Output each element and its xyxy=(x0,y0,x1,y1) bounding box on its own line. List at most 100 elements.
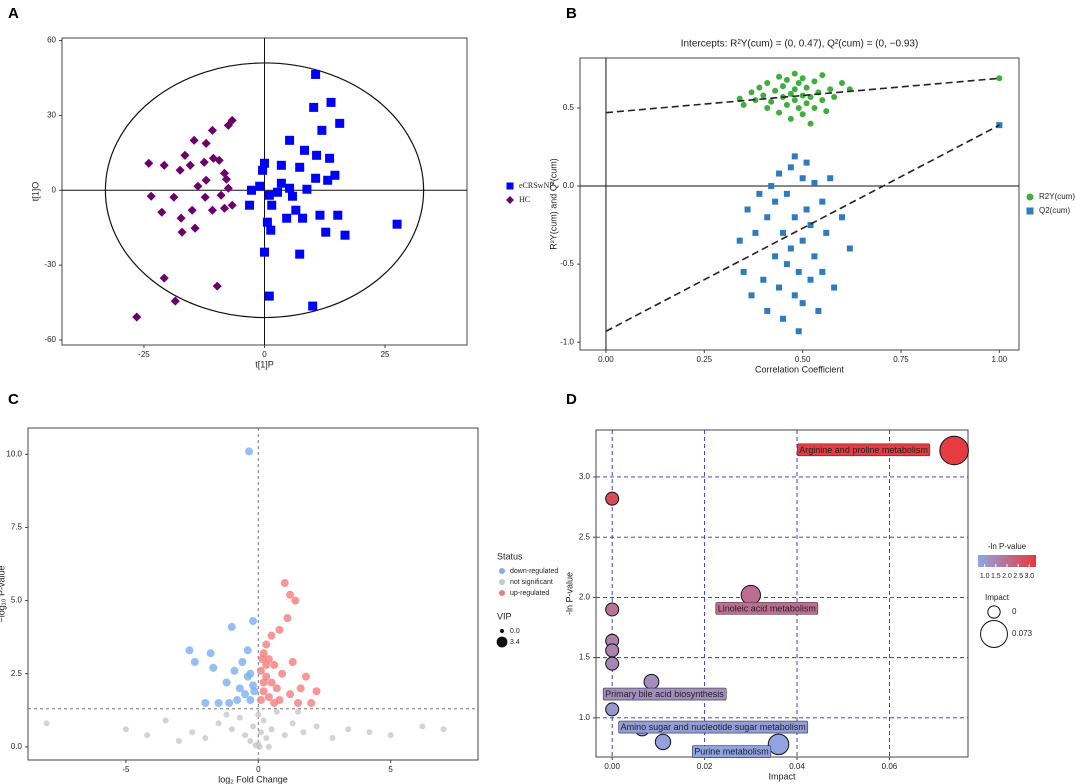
point xyxy=(291,205,301,215)
point xyxy=(302,184,312,194)
point xyxy=(282,213,292,223)
point xyxy=(270,698,279,707)
point xyxy=(281,732,288,739)
legend-label: HC xyxy=(519,195,530,204)
label-box xyxy=(796,443,931,457)
point xyxy=(392,219,402,229)
point xyxy=(262,660,271,669)
point xyxy=(207,125,217,135)
point xyxy=(795,79,802,86)
bubble xyxy=(767,733,790,756)
point xyxy=(772,253,779,260)
point xyxy=(803,100,810,107)
legend-marker xyxy=(499,590,505,596)
x-tick-label: 0.00 xyxy=(604,762,620,771)
x-tick-label: 1.00 xyxy=(992,355,1008,364)
y-tick-label: 0.5 xyxy=(563,103,575,112)
point xyxy=(170,296,180,306)
bubble xyxy=(605,702,620,717)
point xyxy=(267,678,276,687)
y-axis-label: R²Y(cum) and Q²(cum) xyxy=(548,158,558,250)
legend-marker xyxy=(1026,193,1034,201)
point xyxy=(189,135,199,145)
point xyxy=(819,97,826,104)
point xyxy=(185,160,195,170)
point xyxy=(772,198,779,205)
point xyxy=(776,73,783,80)
point xyxy=(419,723,426,730)
point xyxy=(783,190,790,197)
point xyxy=(795,268,802,275)
point xyxy=(779,229,786,236)
point xyxy=(256,666,265,675)
point xyxy=(313,723,320,730)
point xyxy=(212,281,222,291)
label-box xyxy=(691,745,772,759)
point xyxy=(187,205,197,215)
point xyxy=(245,447,254,456)
point xyxy=(219,203,230,213)
x-tick-label: 0.25 xyxy=(697,355,713,364)
point xyxy=(209,663,218,672)
point xyxy=(273,708,280,715)
point xyxy=(260,158,269,168)
point xyxy=(262,640,271,649)
point xyxy=(807,120,814,127)
size-legend-label: 0.0 xyxy=(510,628,520,635)
legend-marker xyxy=(499,568,505,574)
point xyxy=(214,698,223,707)
point xyxy=(312,150,322,160)
x-tick-label: 0 xyxy=(262,350,267,359)
point xyxy=(162,717,169,724)
point xyxy=(838,214,845,221)
panel-label: B xyxy=(566,5,577,22)
point xyxy=(752,97,759,104)
point xyxy=(216,190,226,200)
point xyxy=(819,268,826,275)
point xyxy=(246,185,256,195)
point xyxy=(199,157,209,167)
plot-frame xyxy=(27,427,479,761)
legend-label: down-regulated xyxy=(510,568,558,575)
point xyxy=(996,75,1003,82)
point xyxy=(280,579,289,588)
point xyxy=(159,160,169,170)
point xyxy=(287,191,297,201)
point xyxy=(276,178,286,188)
point xyxy=(201,175,211,185)
point xyxy=(222,678,231,687)
point xyxy=(146,191,156,201)
point xyxy=(122,726,129,733)
point xyxy=(245,200,255,210)
point xyxy=(202,735,209,742)
point xyxy=(258,165,268,175)
y-axis-label: −log₁₀ P-value xyxy=(0,565,6,622)
point xyxy=(321,227,331,237)
point xyxy=(265,743,272,750)
point xyxy=(803,206,810,213)
colorbar xyxy=(978,555,1036,567)
point xyxy=(157,207,167,217)
point xyxy=(43,720,50,727)
y-tick-label: -30 xyxy=(44,260,56,269)
point xyxy=(264,291,274,301)
point xyxy=(189,729,196,736)
point xyxy=(252,742,259,749)
point xyxy=(238,658,247,667)
label-box xyxy=(602,687,727,701)
point xyxy=(819,198,826,205)
point xyxy=(285,135,295,145)
point xyxy=(268,726,275,733)
point xyxy=(260,247,269,257)
size-legend-marker xyxy=(987,605,1001,619)
point xyxy=(250,687,259,696)
point xyxy=(846,245,853,252)
point xyxy=(787,90,794,97)
panel-label: D xyxy=(566,391,577,408)
point xyxy=(132,312,142,322)
point xyxy=(235,684,244,693)
point xyxy=(311,69,321,79)
size-legend-marker xyxy=(980,620,1008,648)
point xyxy=(250,723,256,730)
bubble xyxy=(605,656,620,671)
